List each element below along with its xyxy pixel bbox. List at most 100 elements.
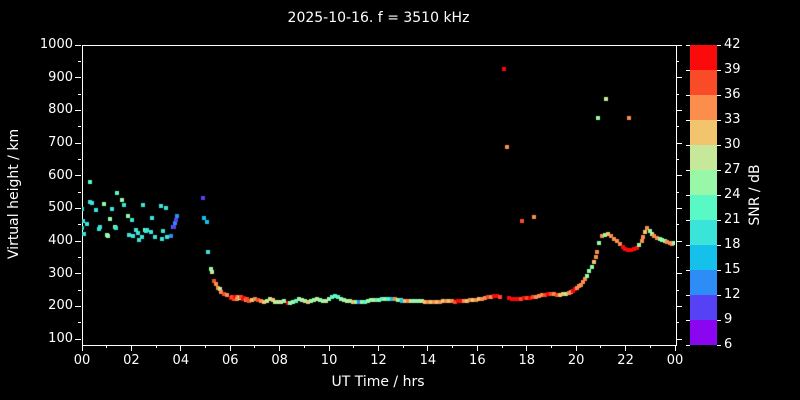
colorbar-tick [686,44,690,46]
colorbar-segment [690,245,717,270]
x-major-tick [625,345,627,351]
y-major-tick [676,207,682,209]
y-minor-tick [78,256,81,258]
x-tick-label: 20 [567,353,585,368]
y-major-tick [676,142,682,144]
colorbar-tick [686,319,690,321]
x-major-tick [674,345,676,351]
colorbar-tick-label: 30 [724,137,741,152]
colorbar-tick [717,219,721,221]
x-tick-label: 12 [370,353,387,368]
y-major-tick [676,109,682,111]
colorbar-tick-label: 36 [724,87,741,102]
y-major-tick [75,305,81,307]
colorbar-segment [690,120,717,145]
colorbar-tick [686,269,690,271]
colorbar-tick [717,344,721,346]
colorbar-tick [686,69,690,71]
y-minor-tick [78,60,81,62]
y-minor-tick [78,191,81,193]
colorbar-label: SNR / dB [747,164,763,226]
y-tick-label: 600 [48,167,73,183]
x-minor-tick [501,345,503,348]
colorbar-tick [686,119,690,121]
y-major-tick [676,175,682,177]
y-major-tick [676,273,682,275]
y-tick-label: 700 [48,135,73,151]
colorbar-tick-label: 27 [724,162,741,177]
y-tick-label: 1000 [39,37,73,52]
colorbar-tick [717,119,721,121]
y-tick-label: 100 [48,331,73,347]
colorbar-tick [686,194,690,196]
x-tick-label: 00 [666,353,684,368]
colorbar-tick-label: 9 [724,312,733,327]
colorbar-tick-label: 12 [724,287,741,302]
y-major-tick [676,44,682,46]
x-major-tick [130,345,132,351]
x-major-tick [328,345,330,351]
colorbar-tick [686,244,690,246]
y-major-tick [75,142,81,144]
colorbar-tick [686,94,690,96]
y-tick-label: 200 [48,298,73,314]
colorbar-tick [717,244,721,246]
y-major-tick [676,77,682,79]
y-minor-tick [676,224,679,226]
x-tick-label: 22 [617,353,634,368]
x-minor-tick [155,345,157,348]
scatter-canvas [82,45,675,344]
y-major-tick [75,175,81,177]
y-tick-label: 900 [48,69,73,85]
colorbar-tick [686,294,690,296]
colorbar-tick-label: 24 [724,187,741,202]
y-axis-label: Virtual height / km [6,128,22,260]
colorbar-segment [690,95,717,120]
y-minor-tick [78,93,81,95]
x-tick-label: 18 [518,353,536,368]
x-major-tick [575,345,577,351]
colorbar-tick [686,144,690,146]
x-minor-tick [254,345,256,348]
y-major-tick [676,338,682,340]
y-minor-tick [676,322,679,324]
y-minor-tick [78,289,81,291]
colorbar-segment [690,170,717,195]
y-major-tick [75,207,81,209]
y-minor-tick [78,322,81,324]
colorbar-tick-label: 42 [724,37,741,52]
y-tick-label: 400 [48,233,73,249]
y-minor-tick [676,256,679,258]
y-minor-tick [676,93,679,95]
y-major-tick [75,109,81,111]
x-major-tick [279,345,281,351]
colorbar-segment [690,45,717,70]
x-minor-tick [550,345,552,348]
colorbar-segment [690,145,717,170]
x-minor-tick [452,345,454,348]
y-tick-label: 500 [48,200,73,216]
x-tick-label: 10 [320,353,338,368]
colorbar-segment [690,270,717,295]
chart-title: 2025-10-16. f = 3510 kHz [287,10,470,26]
x-tick-label: 16 [469,353,486,368]
y-minor-tick [78,224,81,226]
x-minor-tick [106,345,108,348]
colorbar-tick [717,44,721,46]
colorbar-tick [686,219,690,221]
x-axis-label: UT Time / hrs [331,374,425,390]
x-major-tick [378,345,379,351]
x-tick-label: 02 [123,353,140,368]
x-major-tick [81,345,83,351]
y-tick-label: 800 [48,102,73,118]
x-minor-tick [205,345,207,348]
colorbar [690,45,717,345]
colorbar-tick [717,94,721,96]
x-tick-label: 06 [221,353,239,368]
colorbar-tick-label: 39 [724,62,741,77]
y-tick-label: 300 [48,265,73,281]
x-minor-tick [600,345,602,348]
y-major-tick [75,77,81,79]
colorbar-segment [690,320,717,345]
